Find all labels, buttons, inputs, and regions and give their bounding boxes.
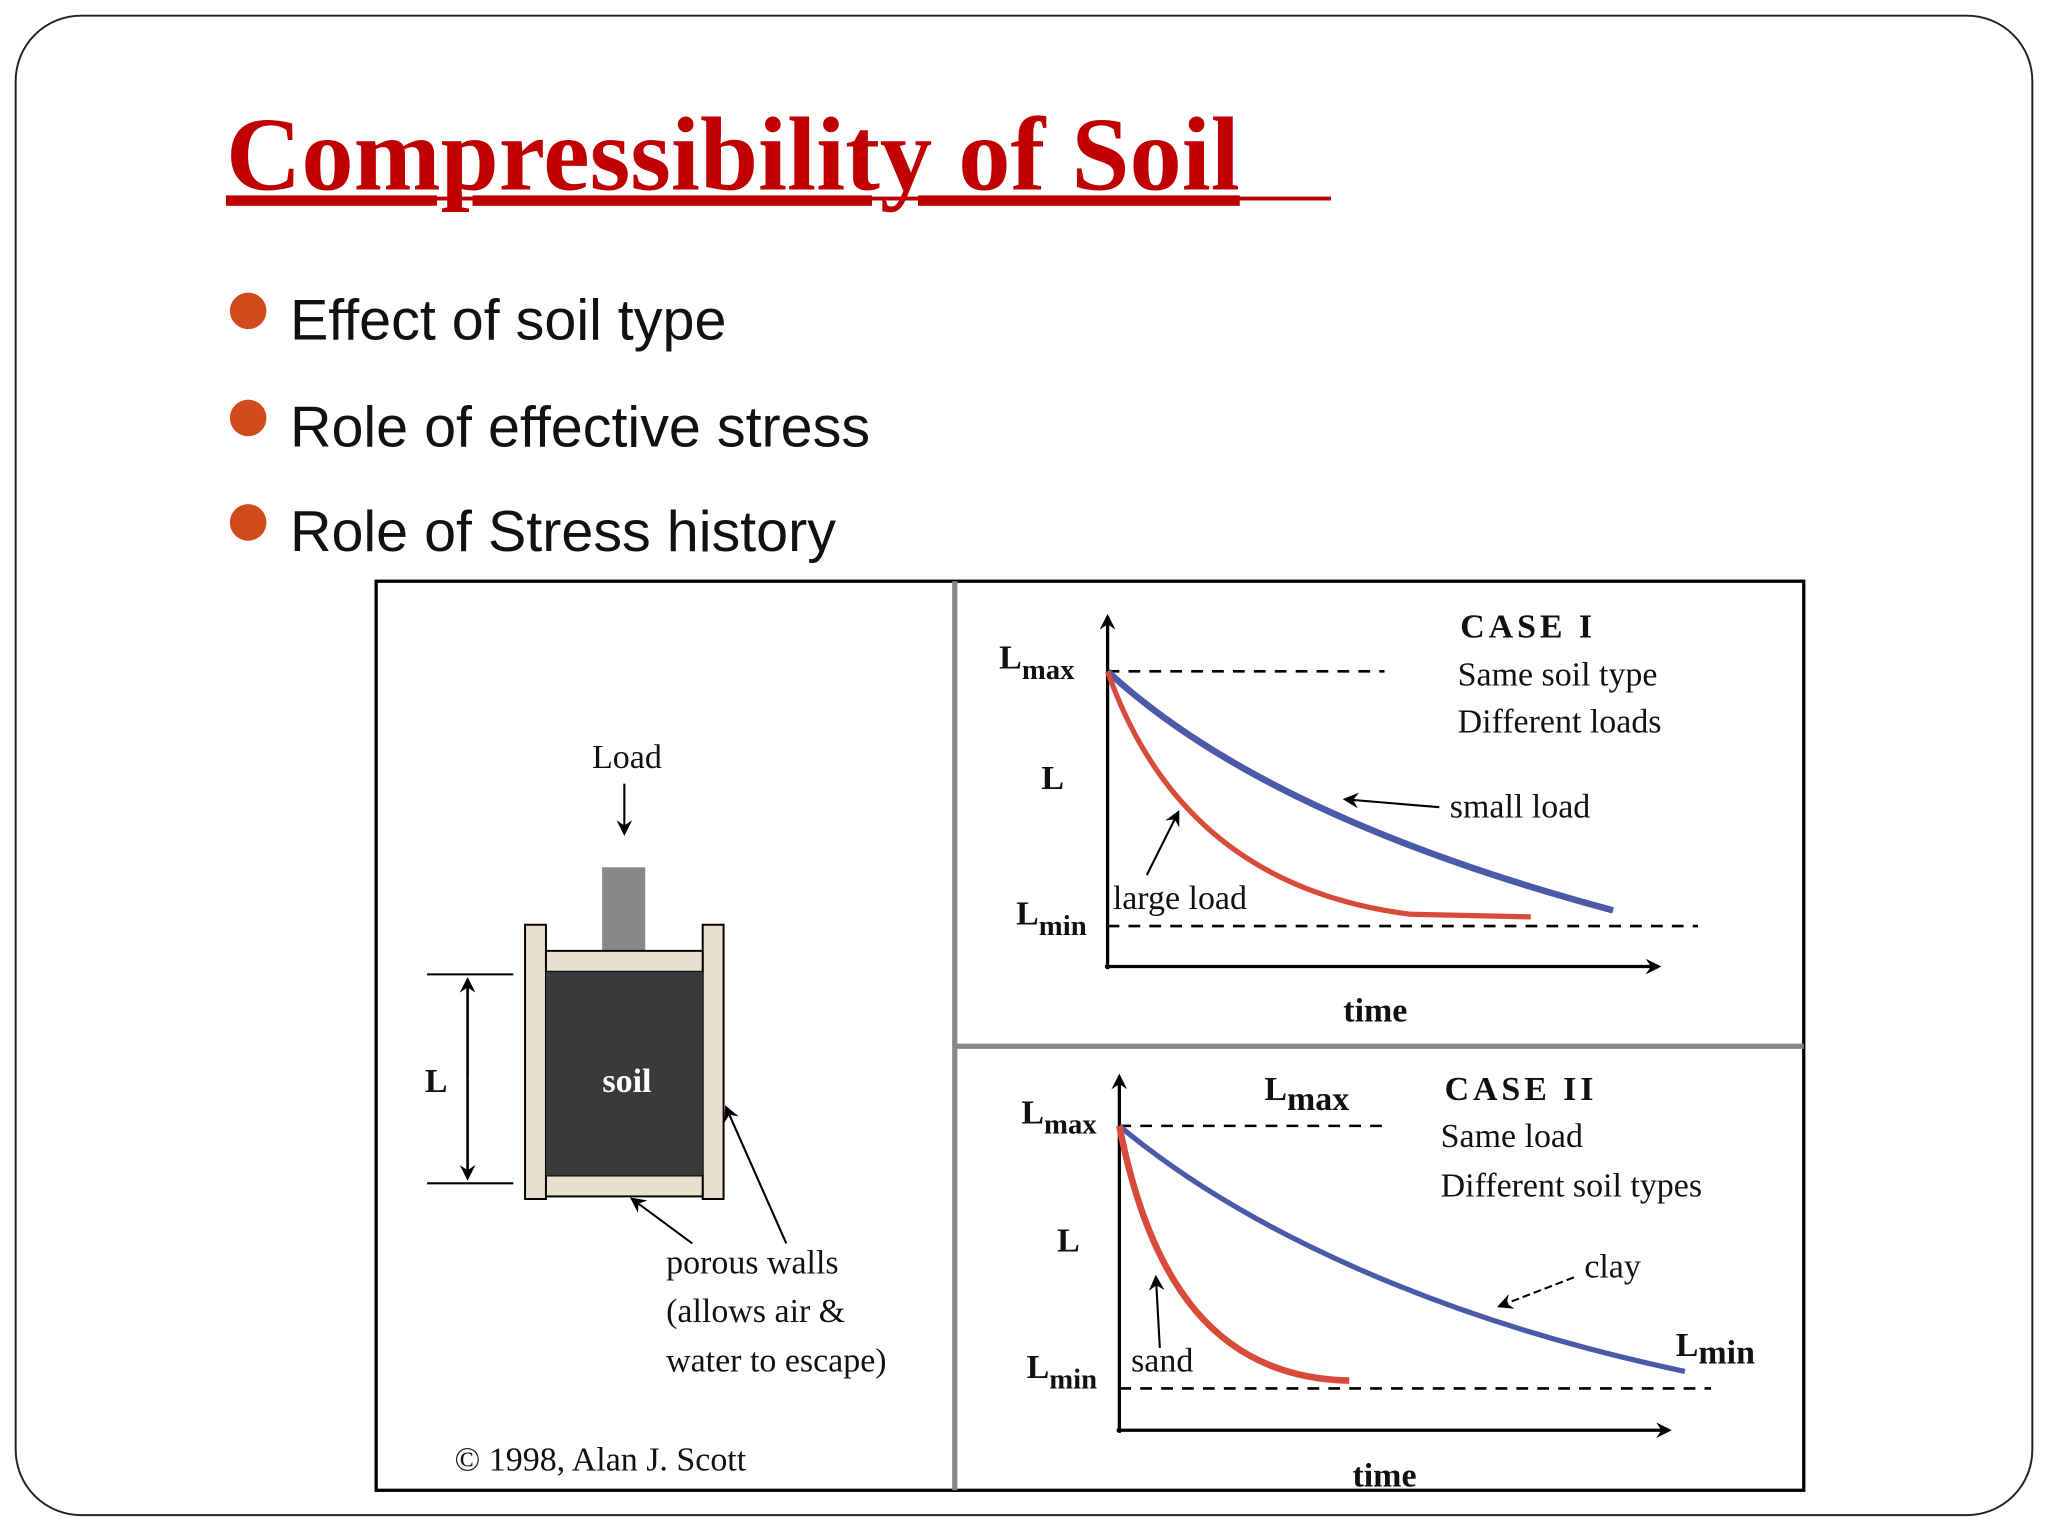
label-base: L (999, 640, 1022, 677)
label-sub: max (1022, 654, 1075, 686)
wall (524, 923, 547, 1200)
label-base: L (1676, 1327, 1699, 1364)
curve-label: clay (1584, 1248, 1641, 1285)
case-title: CASE II (1445, 1071, 1598, 1108)
curve-label: sand (1131, 1342, 1193, 1379)
label-sub: min (1049, 1363, 1097, 1395)
case-line: Same soil type (1458, 657, 1658, 694)
bullet-text: Role of Stress history (290, 500, 836, 564)
bullet-text: Role of effective stress (290, 396, 870, 460)
axis-label: Lmax (999, 640, 1075, 686)
curve (1105, 668, 1614, 914)
pointer (724, 1105, 788, 1244)
curve (1105, 670, 1531, 920)
label-base: L (1021, 1094, 1044, 1131)
axis-label: Lmin (1676, 1327, 1755, 1372)
axis-label: time (1343, 992, 1407, 1029)
case-line: Same load (1441, 1118, 1583, 1155)
curve-label: small load (1450, 789, 1590, 826)
note-line: (allows air & (666, 1293, 845, 1330)
title: Compressibility of Soil (226, 96, 1240, 212)
bullet-text: Effect of soil type (290, 289, 726, 353)
piston (602, 867, 646, 951)
length-label: L (425, 1063, 448, 1100)
label-base: L (1016, 896, 1039, 933)
soil-sample (545, 971, 703, 1176)
porous-plate (544, 1174, 704, 1198)
label-base: L (1264, 1071, 1287, 1108)
label-sub: min (1039, 910, 1087, 942)
case-line: Different soil types (1441, 1167, 1702, 1204)
label-base: L (1027, 1349, 1050, 1386)
axis-label: time (1352, 1457, 1416, 1494)
porous-plate (544, 949, 704, 973)
axis-label: Lmin (1016, 896, 1087, 942)
label-sub: max (1287, 1081, 1349, 1118)
label-sub: min (1698, 1335, 1755, 1372)
wall (701, 923, 725, 1200)
case-title: CASE I (1460, 608, 1596, 645)
bullet-dot (229, 292, 267, 330)
axis-label: Lmax (1021, 1094, 1097, 1140)
axis-label: L (1041, 760, 1064, 797)
copyright: © 1998, Alan J. Scott (455, 1442, 747, 1479)
pointer (630, 1197, 693, 1245)
curve (1117, 1123, 1686, 1374)
pointer (1342, 792, 1440, 809)
bullet-dot (229, 399, 267, 437)
pointer (1148, 1274, 1165, 1348)
case-line: Different loads (1458, 704, 1662, 741)
axis-label: Lmax (1264, 1071, 1349, 1118)
axis-label: Lmin (1027, 1349, 1098, 1395)
figure: Load soil L porous walls (allows air & w… (374, 579, 1806, 1494)
label-sub: max (1044, 1109, 1097, 1141)
pointer (1496, 1276, 1575, 1309)
axis-label: L (1057, 1222, 1080, 1259)
bullet-dot (229, 504, 267, 541)
curve (1116, 1125, 1350, 1384)
load-label: Load (592, 739, 662, 776)
soil-label: soil (602, 1063, 651, 1100)
curve-label: large load (1113, 880, 1247, 917)
note-line: water to escape) (666, 1342, 886, 1379)
pointer (1145, 810, 1180, 876)
note-line: porous walls (666, 1244, 839, 1281)
